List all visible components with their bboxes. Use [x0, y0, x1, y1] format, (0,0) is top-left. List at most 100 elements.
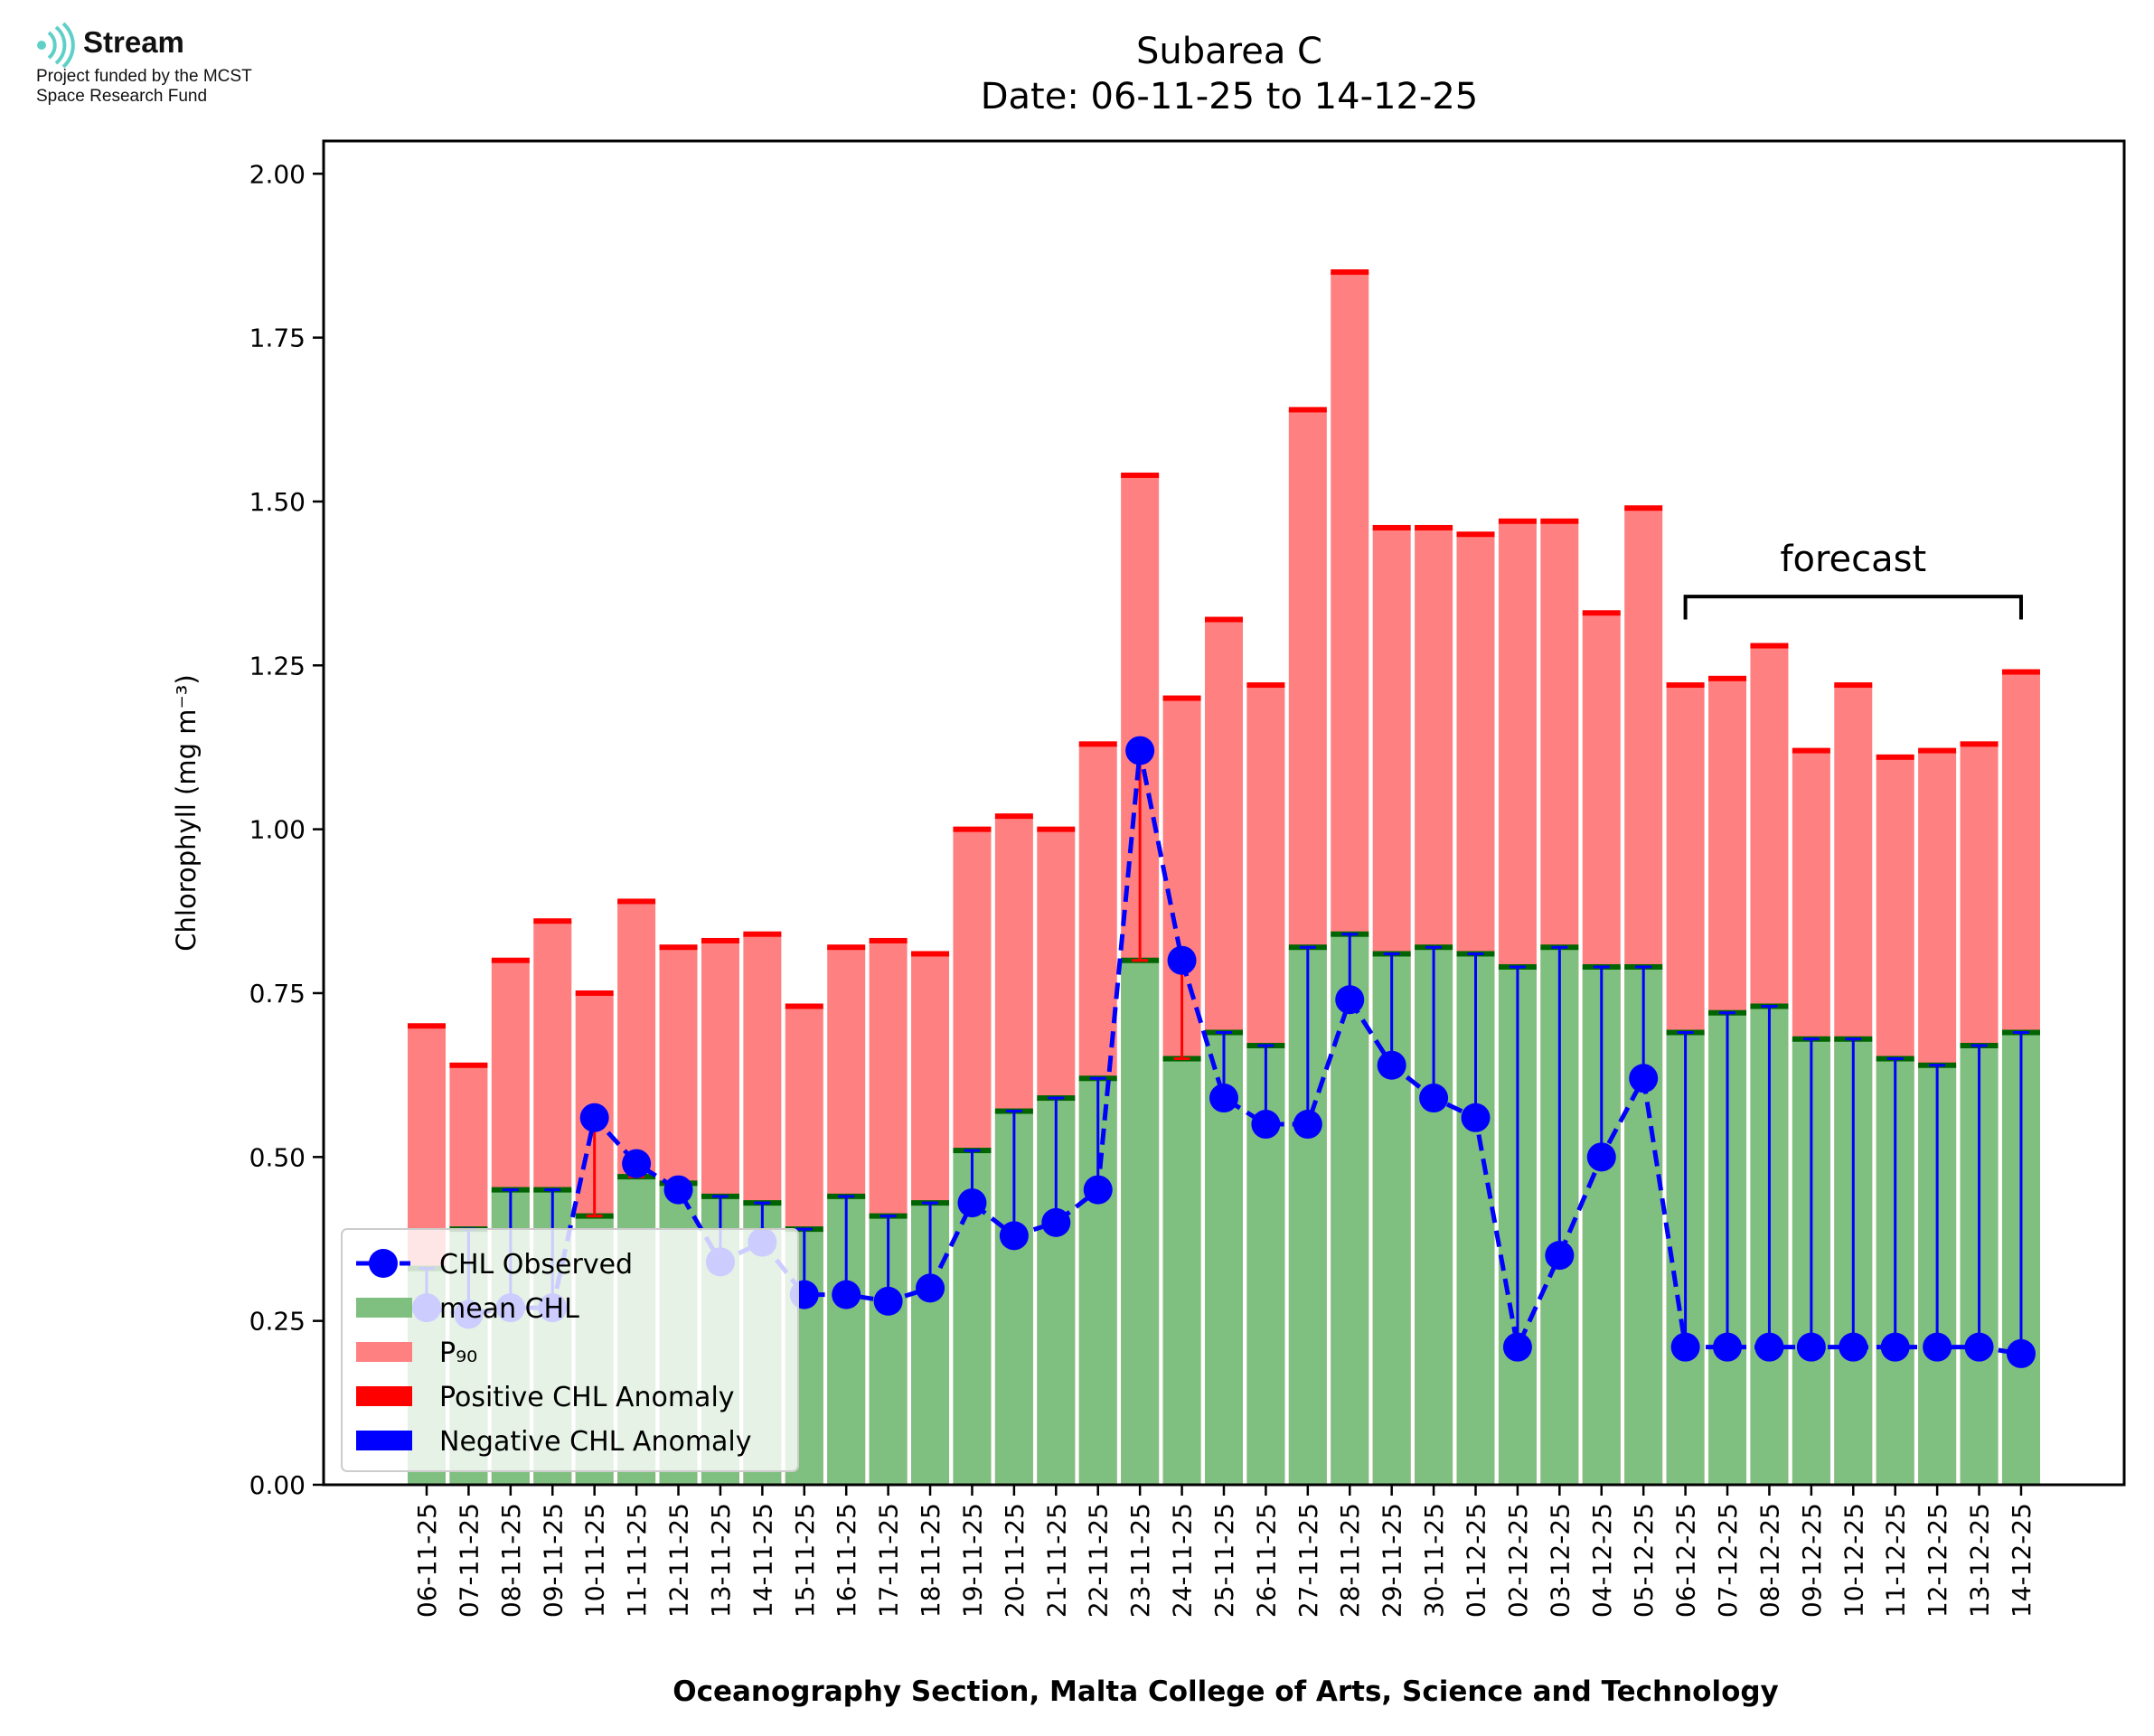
x-tick-label: 08-11-25 [496, 1503, 526, 1618]
x-tick-label: 21-11-25 [1041, 1503, 1071, 1618]
x-tick-label: 30-11-25 [1419, 1503, 1449, 1618]
x-tick-label: 10-11-25 [580, 1503, 610, 1618]
observed-point [579, 1103, 609, 1132]
observed-point [663, 1175, 693, 1205]
observed-point [1335, 985, 1365, 1015]
x-tick-label: 04-12-25 [1587, 1503, 1617, 1618]
observed-point [1209, 1084, 1238, 1113]
x-tick-label: 11-12-25 [1881, 1503, 1911, 1618]
p90-cap [659, 944, 698, 951]
x-tick-label: 16-11-25 [832, 1503, 861, 1618]
p90-cap [1708, 675, 1747, 681]
x-tick-label: 07-11-25 [454, 1503, 484, 1618]
x-tick-label: 27-11-25 [1293, 1503, 1323, 1618]
p90-cap [533, 918, 572, 924]
p90-cap [1960, 741, 1999, 747]
x-tick-label: 18-11-25 [916, 1503, 945, 1618]
chart-subtitle: Date: 06-11-25 to 14-12-25 [981, 76, 1479, 117]
p90-cap [1582, 610, 1621, 616]
chart-title: Subarea C [1136, 31, 1322, 72]
observed-point [1923, 1332, 1952, 1362]
x-tick-label: 19-11-25 [957, 1503, 987, 1618]
mean-bar [1121, 960, 1160, 1485]
p90-cap [2001, 669, 2040, 675]
p90-cap [1246, 682, 1285, 689]
y-tick-label: 1.75 [249, 324, 306, 353]
x-tick-label: 02-12-25 [1503, 1503, 1533, 1618]
legend-label: P₉₀ [439, 1337, 477, 1369]
observed-point [1461, 1103, 1491, 1132]
observed-point [1839, 1332, 1868, 1362]
legend-observed-marker [369, 1249, 398, 1278]
x-tick-label: 06-12-25 [1671, 1503, 1701, 1618]
logo: Stream Project funded by the MCST Space … [34, 22, 414, 121]
p90-cap [1415, 524, 1453, 530]
x-tick-label: 06-11-25 [412, 1503, 442, 1618]
x-tick-label: 09-12-25 [1797, 1503, 1827, 1618]
mean-bar [1331, 934, 1369, 1485]
x-tick-label: 14-11-25 [748, 1503, 777, 1618]
observed-point [1629, 1064, 1659, 1093]
x-tick-label: 01-12-25 [1462, 1503, 1491, 1618]
x-tick-label: 20-11-25 [1000, 1503, 1030, 1618]
x-tick-label: 11-11-25 [622, 1503, 652, 1618]
x-tick-label: 29-11-25 [1378, 1503, 1407, 1618]
p90-cap [575, 990, 614, 996]
y-axis-label: Chlorophyll (mg m⁻³) [171, 674, 202, 951]
p90-cap [449, 1062, 488, 1068]
p90-cap [1288, 407, 1327, 413]
p90-cap [408, 1023, 446, 1029]
observed-point [1293, 1110, 1322, 1140]
p90-cap [1624, 505, 1663, 511]
x-tick-label: 07-12-25 [1713, 1503, 1743, 1618]
legend-swatch [356, 1431, 412, 1450]
legend-box [341, 1228, 799, 1472]
x-tick-label: 22-11-25 [1084, 1503, 1114, 1618]
observed-point [916, 1273, 945, 1303]
p90-cap [491, 957, 530, 963]
observed-point [1670, 1332, 1700, 1362]
observed-point [957, 1188, 987, 1218]
legend-label: CHL Observed [439, 1249, 633, 1281]
p90-cap [1372, 524, 1411, 530]
p90-cap [785, 1003, 823, 1009]
legend-label: Negative CHL Anomaly [439, 1426, 752, 1458]
observed-point [1125, 736, 1155, 765]
plot-area [322, 139, 2126, 1487]
legend-swatch [356, 1298, 412, 1318]
p90-cap [1078, 741, 1117, 747]
p90-cap [994, 813, 1033, 820]
x-tick-label: 12-11-25 [664, 1503, 694, 1618]
y-tick-label: 0.25 [249, 1307, 306, 1337]
logo-name: Stream [83, 25, 184, 59]
legend-swatch [356, 1386, 412, 1406]
observed-point [1041, 1207, 1071, 1237]
p90-cap [1876, 754, 1914, 760]
y-tick-label: 0.00 [249, 1470, 306, 1500]
p90-cap [743, 931, 782, 937]
observed-point [1377, 1050, 1406, 1080]
stream-logo-icon [37, 22, 75, 69]
p90-cap [1456, 531, 1495, 538]
x-tick-label: 05-12-25 [1629, 1503, 1659, 1618]
x-tick-label: 26-11-25 [1251, 1503, 1281, 1618]
observed-point [1167, 945, 1197, 975]
y-tick-label: 1.50 [249, 487, 306, 517]
p90-cap [1540, 518, 1579, 524]
observed-point [1502, 1332, 1532, 1362]
p90-cap [701, 937, 739, 943]
x-tick-label: 10-12-25 [1839, 1503, 1868, 1618]
forecast-label: forecast [1780, 539, 1926, 580]
observed-point [622, 1149, 652, 1178]
funding-line-1: Project funded by the MCST [36, 67, 252, 86]
observed-point [1251, 1110, 1281, 1140]
p90-cap [1792, 747, 1830, 754]
p90-cap [869, 937, 908, 943]
legend-label: Positive CHL Anomaly [439, 1382, 735, 1413]
observed-point [1586, 1142, 1616, 1172]
x-tick-label: 13-11-25 [706, 1503, 736, 1618]
x-tick-label: 09-11-25 [538, 1503, 568, 1618]
p90-cap [953, 826, 992, 832]
y-tick-label: 2.00 [249, 159, 306, 189]
